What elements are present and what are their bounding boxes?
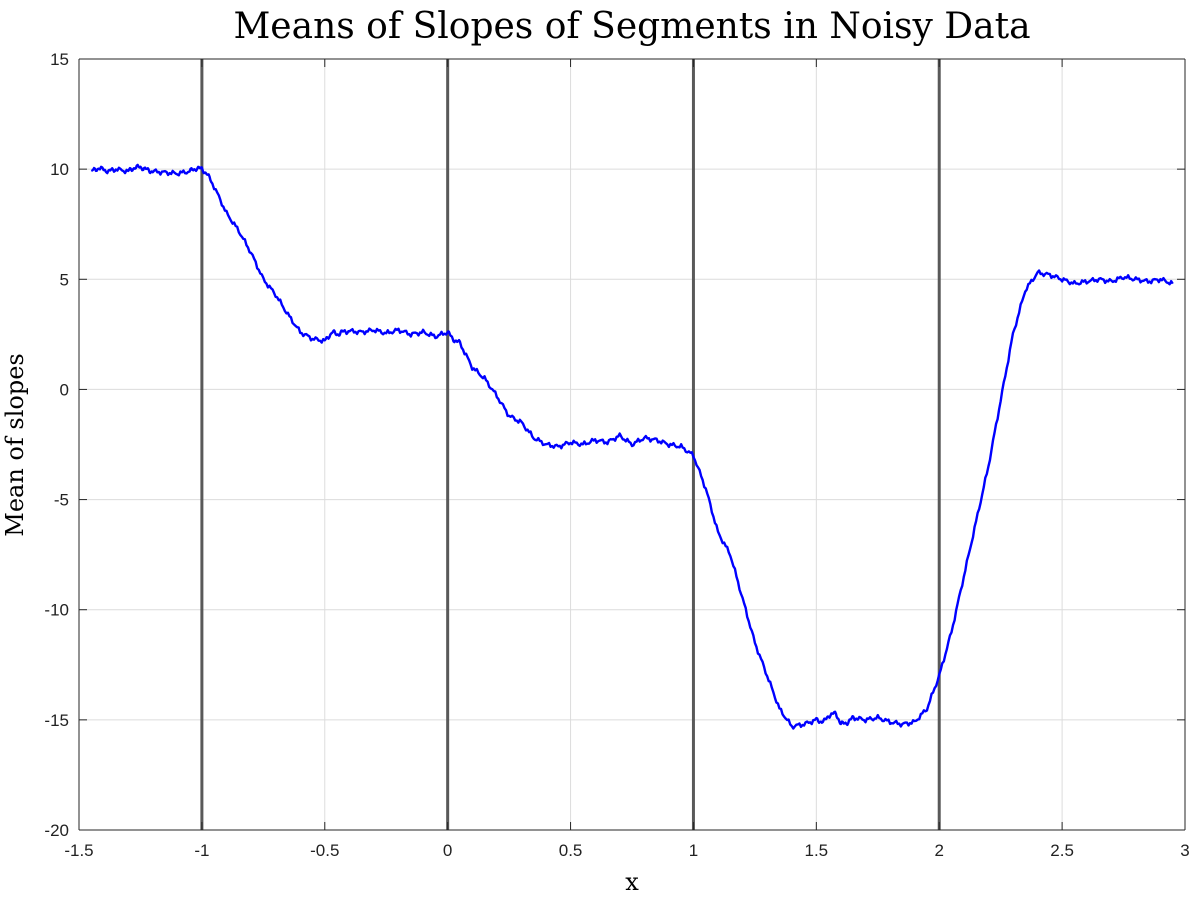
y-tick-label: -5 [54,491,69,510]
y-axis-label: Mean of slopes [1,353,29,536]
y-tick-label: -15 [44,711,69,730]
x-tick-label: 2 [934,841,943,860]
x-tick-label: 2.5 [1050,841,1074,860]
x-tick-label: 1 [689,841,698,860]
axes [78,58,1186,831]
y-tick-label: 15 [50,50,69,69]
y-tick-label: -10 [44,601,69,620]
y-tick-label: 5 [60,270,69,289]
y-tick-label: -20 [44,821,69,840]
y-tick-label: 10 [50,160,69,179]
x-tick-label: -1 [194,841,209,860]
x-tick-label: 3 [1180,841,1189,860]
series-group [90,163,1174,730]
series-line [90,163,1174,730]
x-tick-label: 0 [443,841,452,860]
chart-title: Means of Slopes of Segments in Noisy Dat… [233,6,1030,47]
x-tick-label: -0.5 [310,841,339,860]
x-tick-label: 1.5 [805,841,829,860]
vertical-lines [200,59,941,830]
x-tick-label: 0.5 [559,841,583,860]
tick-labels: -1.5 -1 -0.5 0 0.5 1 1.5 2 2.5 3 15 10 5 0 -5 -10 -15 -20 [44,50,1189,860]
y-tick-label: 0 [60,380,69,399]
x-tick-label: -1.5 [64,841,93,860]
x-axis-label: x [625,868,639,896]
